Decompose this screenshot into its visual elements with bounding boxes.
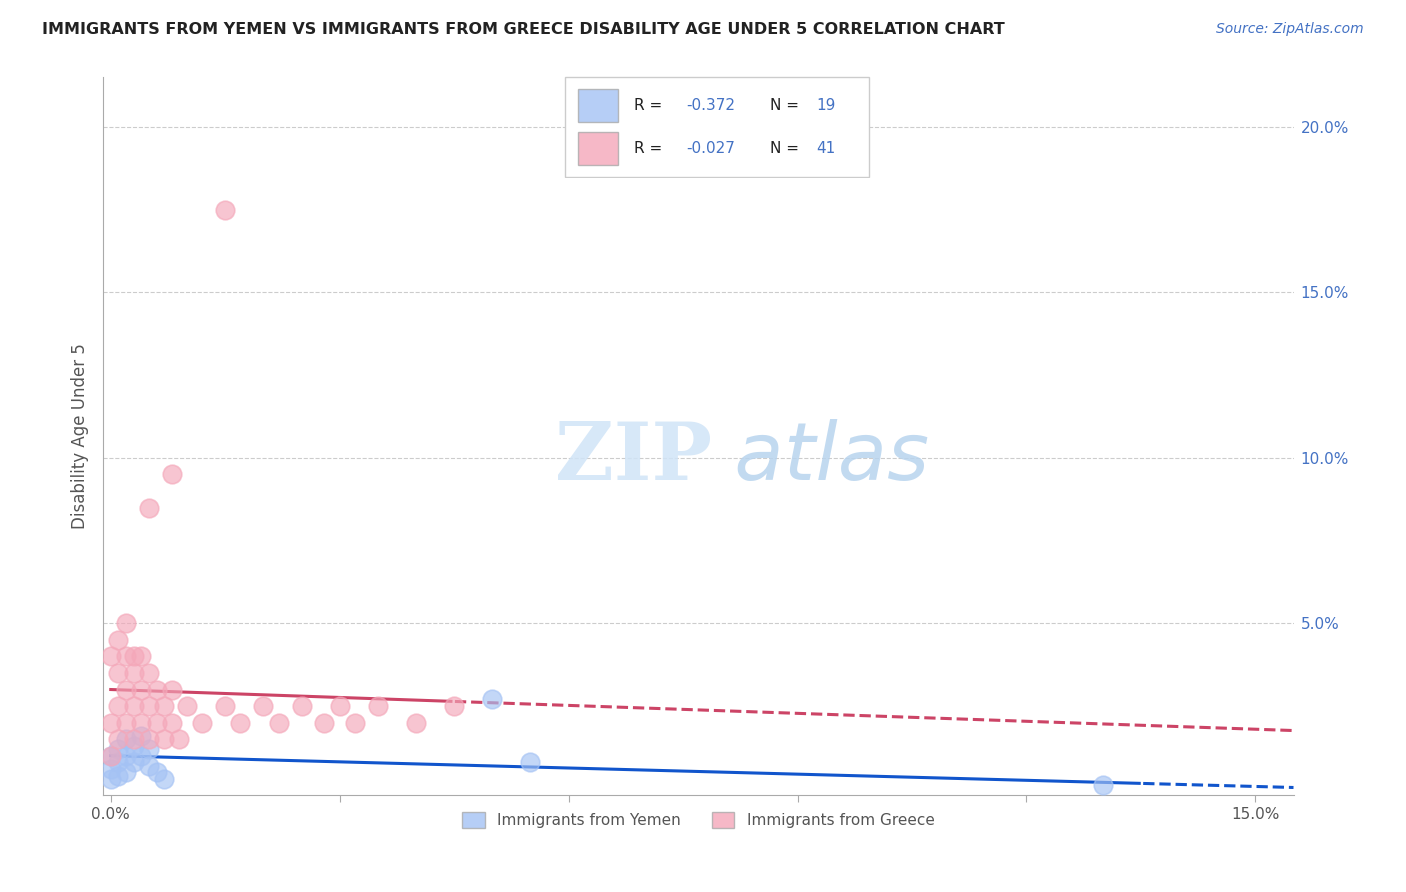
Point bbox=[343, 715, 366, 730]
Point bbox=[107, 768, 129, 782]
Point bbox=[160, 467, 183, 482]
Point bbox=[115, 649, 138, 664]
Point bbox=[138, 500, 160, 515]
Point bbox=[107, 742, 129, 756]
Point bbox=[214, 699, 236, 714]
Point bbox=[122, 732, 145, 747]
Point bbox=[107, 632, 129, 647]
Text: Source: ZipAtlas.com: Source: ZipAtlas.com bbox=[1216, 22, 1364, 37]
Point bbox=[107, 665, 129, 680]
Point bbox=[100, 715, 122, 730]
Point bbox=[153, 772, 176, 786]
Text: 41: 41 bbox=[815, 141, 835, 155]
Point bbox=[519, 756, 541, 770]
Point bbox=[138, 742, 160, 756]
Legend: Immigrants from Yemen, Immigrants from Greece: Immigrants from Yemen, Immigrants from G… bbox=[456, 806, 941, 834]
Point bbox=[229, 715, 252, 730]
Point bbox=[122, 649, 145, 664]
Text: atlas: atlas bbox=[555, 419, 929, 497]
Point bbox=[122, 739, 145, 753]
Text: R =: R = bbox=[634, 97, 666, 112]
Bar bbox=[578, 89, 619, 122]
Point bbox=[160, 715, 183, 730]
Point bbox=[153, 699, 176, 714]
Point bbox=[129, 715, 152, 730]
Point bbox=[107, 699, 129, 714]
Text: R =: R = bbox=[634, 141, 666, 155]
Point bbox=[329, 699, 352, 714]
Y-axis label: Disability Age Under 5: Disability Age Under 5 bbox=[72, 343, 89, 529]
Point bbox=[252, 699, 274, 714]
Point bbox=[100, 762, 122, 776]
Point bbox=[481, 692, 503, 706]
Point bbox=[145, 715, 167, 730]
Point bbox=[115, 715, 138, 730]
Point bbox=[100, 748, 122, 763]
Point bbox=[115, 748, 138, 763]
Point bbox=[314, 715, 336, 730]
Point bbox=[191, 715, 214, 730]
Point bbox=[290, 699, 312, 714]
Point bbox=[107, 756, 129, 770]
Text: IMMIGRANTS FROM YEMEN VS IMMIGRANTS FROM GREECE DISABILITY AGE UNDER 5 CORRELATI: IMMIGRANTS FROM YEMEN VS IMMIGRANTS FROM… bbox=[42, 22, 1005, 37]
Point bbox=[267, 715, 290, 730]
Point bbox=[169, 732, 191, 747]
Point bbox=[138, 758, 160, 772]
Point bbox=[115, 682, 138, 697]
Point bbox=[100, 649, 122, 664]
Text: -0.027: -0.027 bbox=[686, 141, 735, 155]
Point bbox=[1091, 779, 1114, 793]
Point bbox=[129, 729, 152, 743]
FancyBboxPatch shape bbox=[565, 77, 869, 178]
Point bbox=[115, 732, 138, 747]
Point bbox=[100, 748, 122, 763]
Point bbox=[367, 699, 389, 714]
Text: ZIP: ZIP bbox=[555, 419, 713, 497]
Point bbox=[138, 699, 160, 714]
Point bbox=[176, 699, 198, 714]
Point bbox=[138, 732, 160, 747]
Text: N =: N = bbox=[769, 141, 803, 155]
Bar bbox=[578, 132, 619, 165]
Text: 19: 19 bbox=[815, 97, 835, 112]
Text: N =: N = bbox=[769, 97, 803, 112]
Point bbox=[129, 748, 152, 763]
Point bbox=[138, 665, 160, 680]
Point bbox=[115, 765, 138, 780]
Point bbox=[153, 732, 176, 747]
Point bbox=[145, 682, 167, 697]
Point bbox=[122, 665, 145, 680]
Point bbox=[160, 682, 183, 697]
Text: -0.372: -0.372 bbox=[686, 97, 735, 112]
Point bbox=[129, 649, 152, 664]
Point bbox=[122, 756, 145, 770]
Point bbox=[405, 715, 427, 730]
Point bbox=[100, 772, 122, 786]
Point bbox=[129, 682, 152, 697]
Point bbox=[443, 699, 465, 714]
Point bbox=[214, 202, 236, 217]
Point bbox=[115, 616, 138, 631]
Point bbox=[145, 765, 167, 780]
Point bbox=[122, 699, 145, 714]
Point bbox=[107, 732, 129, 747]
